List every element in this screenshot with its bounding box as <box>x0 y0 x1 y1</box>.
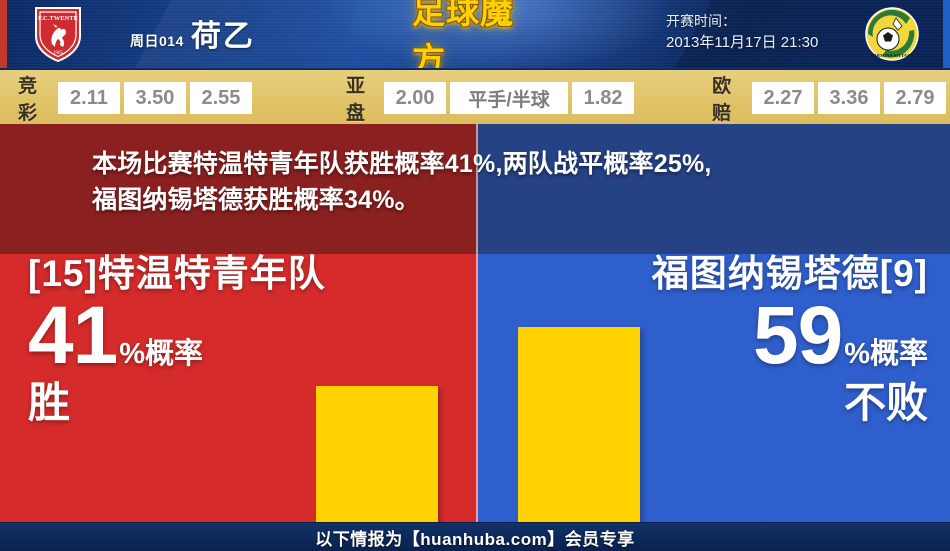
away-outcome-label: 不败 <box>843 378 928 426</box>
svg-text:1965: 1965 <box>53 51 64 56</box>
summary-band-left <box>0 124 477 254</box>
odds-cell-away[interactable]: 2.55 <box>189 82 252 114</box>
home-team-block: [15]特温特青年队 41 %概率 胜 <box>28 253 448 426</box>
league-info: 周日014 荷乙 <box>130 11 255 55</box>
site-logo: 足球魔方 <box>412 0 547 68</box>
panel-divider <box>476 124 478 522</box>
away-percent-suffix: %概率 <box>844 337 928 370</box>
header-edge-red <box>0 0 7 68</box>
home-outcome-label: 胜 <box>28 378 71 426</box>
away-team-block: 福图纳锡塔德[9] 59 %概率 不败 <box>508 253 928 426</box>
odds-group-label: 欧赔 <box>712 76 733 124</box>
home-probability-bar <box>316 386 438 522</box>
odds-cell-home[interactable]: 2.11 <box>57 82 120 114</box>
home-percent-suffix: %概率 <box>119 337 204 370</box>
home-team-crest-icon: F.C.TWENTE 1965 <box>35 7 81 63</box>
kickoff-info: 开赛时间： 2013年11月17日 21:30 <box>666 12 818 53</box>
footer-bar: 以下情报为【huanhuba.com】会员专享 <box>0 522 950 551</box>
summary-band <box>0 124 950 254</box>
header-bar: F.C.TWENTE 1965 周日014 荷乙 足球魔方 开赛时间： 2013… <box>0 0 950 68</box>
league-name: 荷乙 <box>190 20 255 53</box>
odds-bar: 竞彩 2.11 3.50 2.55 亚盘 2.00 平手/半球 1.82 欧赔 … <box>0 68 950 126</box>
summary-band-right <box>477 124 950 254</box>
odds-group-oupei: 欧赔 2.27 3.36 2.79 <box>712 71 950 125</box>
home-percent-value: 41 <box>28 289 118 381</box>
footer-text: 以下情报为【huanhuba.com】会员专享 <box>315 530 635 549</box>
prediction-stage: 本场比赛特温特青年队获胜概率41%,两队战平概率25%, 福图纳锡塔德获胜概率3… <box>0 124 950 522</box>
away-team-crest-icon: FORTUNA SITTARD <box>865 7 919 61</box>
home-team-name: [15]特温特青年队 <box>28 253 326 294</box>
home-percent-row: 41 %概率 <box>28 289 448 381</box>
odds-group-yapan: 亚盘 2.00 平手/半球 1.82 <box>346 71 638 125</box>
odds-cell-home[interactable]: 2.00 <box>384 82 447 114</box>
away-percent-value: 59 <box>752 289 843 381</box>
svg-text:F.C.TWENTE: F.C.TWENTE <box>38 15 78 22</box>
away-percent-row: 59 %概率 <box>508 289 928 381</box>
odds-group-label: 亚盘 <box>345 76 366 124</box>
away-team-name: 福图纳锡塔德[9] <box>651 253 928 294</box>
summary-line-2: 福图纳锡塔德获胜概率34%。 <box>92 186 420 215</box>
site-logo-text: 足球魔方 <box>412 0 547 68</box>
odds-group-jingcai: 竞彩 2.11 3.50 2.55 <box>18 71 256 125</box>
header-edge-blue <box>943 0 950 68</box>
odds-cell-home[interactable]: 2.27 <box>752 82 815 114</box>
odds-cell-away[interactable]: 1.82 <box>572 82 635 114</box>
odds-cell-draw[interactable]: 3.36 <box>818 82 881 114</box>
summary-text: 本场比赛特温特青年队获胜概率41%,两队战平概率25%, 福图纳锡塔德获胜概率3… <box>92 146 882 219</box>
odds-cell-draw[interactable]: 3.50 <box>123 82 186 114</box>
away-probability-bar <box>518 327 640 522</box>
kickoff-label: 开赛时间： <box>666 13 736 29</box>
round-label: 周日014 <box>130 33 184 49</box>
odds-cell-handicap[interactable]: 平手/半球 <box>450 82 569 114</box>
odds-cell-away[interactable]: 2.79 <box>884 82 947 114</box>
summary-line-1: 本场比赛特温特青年队获胜概率41%,两队战平概率25%, <box>92 150 712 178</box>
kickoff-time: 2013年11月17日 21:30 <box>666 33 819 51</box>
odds-group-label: 竞彩 <box>18 76 39 124</box>
svg-text:FORTUNA SITTARD: FORTUNA SITTARD <box>870 53 914 58</box>
